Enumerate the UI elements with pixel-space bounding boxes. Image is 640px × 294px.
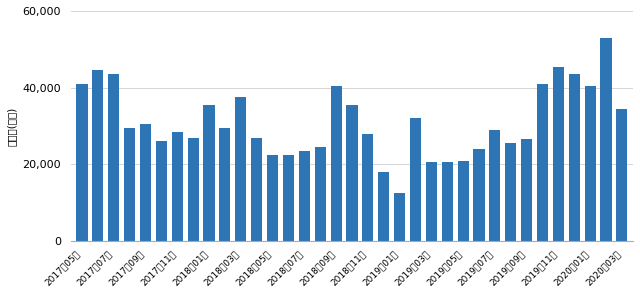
Bar [236, 97, 246, 241]
Bar [505, 143, 516, 241]
Bar [616, 109, 627, 241]
Bar [410, 118, 421, 241]
Bar [362, 134, 373, 241]
Bar [584, 86, 596, 241]
Bar [330, 86, 342, 241]
Bar [537, 84, 548, 241]
Bar [108, 74, 119, 241]
Bar [521, 139, 532, 241]
Bar [156, 141, 167, 241]
Bar [220, 128, 230, 241]
Bar [346, 105, 358, 241]
Bar [283, 155, 294, 241]
Bar [267, 155, 278, 241]
Bar [442, 163, 452, 241]
Bar [251, 138, 262, 241]
Bar [490, 130, 500, 241]
Bar [569, 74, 580, 241]
Bar [474, 149, 484, 241]
Bar [140, 124, 151, 241]
Bar [92, 70, 104, 241]
Bar [315, 147, 326, 241]
Bar [426, 163, 437, 241]
Y-axis label: 거래량(건수): 거래량(건수) [7, 106, 17, 146]
Bar [600, 38, 612, 241]
Bar [394, 193, 405, 241]
Bar [458, 161, 468, 241]
Bar [172, 132, 183, 241]
Bar [188, 138, 198, 241]
Bar [204, 105, 214, 241]
Bar [378, 172, 389, 241]
Bar [76, 84, 88, 241]
Bar [299, 151, 310, 241]
Bar [553, 66, 564, 241]
Bar [124, 128, 135, 241]
